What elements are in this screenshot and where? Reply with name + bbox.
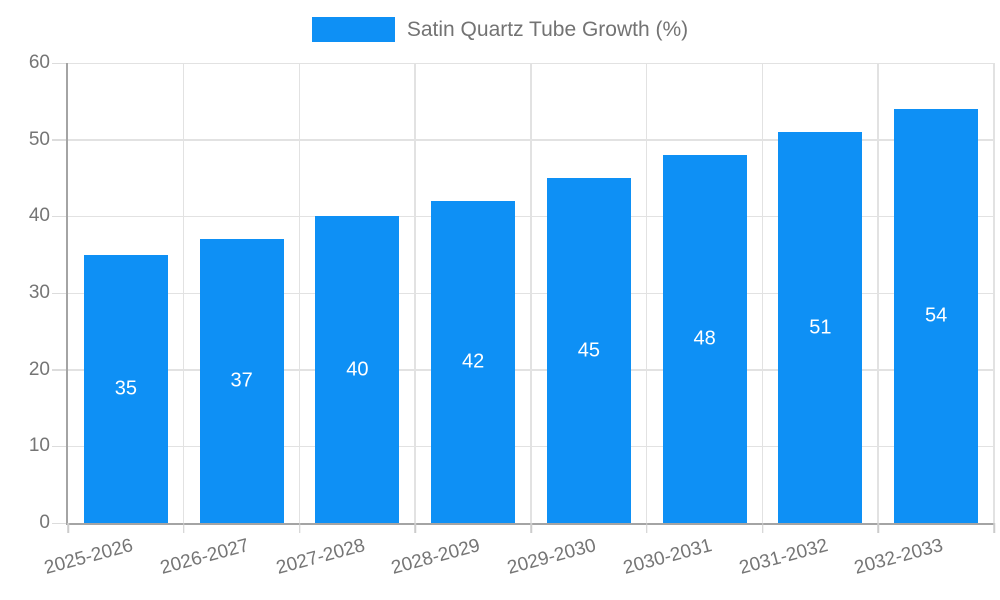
y-axis-tick (52, 369, 66, 371)
y-axis-tick (52, 292, 66, 294)
y-axis-tick (52, 522, 66, 524)
bar-value-label: 54 (925, 304, 948, 327)
y-axis-tick (52, 215, 66, 218)
y-axis-tick-label: 50 (28, 128, 50, 150)
x-axis-category-label: 2027-2028 (273, 535, 367, 579)
x-axis-category-label: 2029-2030 (505, 535, 599, 579)
x-axis-tick (414, 523, 416, 533)
bar-value-label: 37 (230, 369, 253, 392)
x-axis-tick (67, 523, 69, 533)
gridline-x-boundary (298, 63, 300, 523)
y-axis-tick-label: 10 (28, 435, 50, 457)
y-axis-tick (52, 139, 66, 141)
gridline-x-boundary (645, 63, 648, 523)
gridline-x-boundary (993, 63, 995, 523)
bar-value-label: 48 (693, 327, 716, 350)
x-axis-category-label: 2030-2031 (620, 535, 715, 579)
x-axis-tick (530, 523, 532, 533)
x-axis-tick (761, 523, 764, 533)
gridline-x-boundary (877, 63, 879, 523)
x-axis-category-label: 2031-2032 (736, 535, 830, 579)
y-axis-tick-label: 0 (39, 512, 50, 533)
bar-value-label: 51 (809, 316, 832, 338)
bar-2032-2033: 54 (894, 109, 979, 523)
bar-2027-2028: 40 (315, 216, 400, 523)
y-axis-tick-label: 20 (28, 358, 50, 380)
plot-area: 0 10 20 30 40 50 60 35 37 40 42 45 48 51 54 2025-2026 20… (29, 52, 995, 579)
y-axis-line (66, 63, 68, 523)
x-axis-category-label: 2025-2026 (42, 535, 136, 579)
x-axis-tick (646, 523, 648, 533)
bar-2031-2032: 51 (778, 132, 863, 523)
bar-2026-2027: 37 (199, 239, 284, 523)
x-axis-tick (298, 523, 301, 533)
bar-2028-2029: 42 (431, 201, 516, 523)
x-axis-tick (877, 523, 879, 533)
legend-item[interactable]: Satin Quartz Tube Growth (%) (311, 17, 689, 42)
gridline-x-boundary (761, 63, 763, 523)
x-axis-category-label: 2026-2027 (157, 535, 252, 579)
x-axis-line (66, 523, 994, 525)
y-axis-tick (52, 445, 66, 448)
legend-color-swatch (311, 17, 395, 42)
gridline-x-boundary (182, 63, 185, 523)
x-axis-tick (993, 523, 995, 533)
x-axis-category-label: 2028-2029 (389, 535, 483, 579)
bar-2029-2030: 45 (546, 178, 631, 523)
x-axis-category-label: 2032-2033 (852, 535, 946, 579)
gridline-x-boundary (414, 63, 416, 523)
y-axis-tick (52, 62, 66, 64)
legend-series-label: Satin Quartz Tube Growth (%) (406, 17, 689, 41)
gridline-x-boundary (530, 63, 532, 523)
bar-value-label: 40 (346, 358, 369, 381)
bar-value-label: 35 (114, 377, 137, 400)
bar-value-label: 42 (462, 350, 485, 373)
chart-legend: Satin Quartz Tube Growth (%) (0, 17, 1000, 42)
y-axis-tick-label: 60 (28, 52, 50, 73)
y-axis-tick-label: 40 (28, 205, 50, 227)
y-axis-tick-label: 30 (28, 282, 50, 303)
bar-2025-2026: 35 (83, 254, 168, 523)
bar-2030-2031: 48 (662, 155, 747, 523)
x-axis-tick (183, 523, 185, 533)
bar-value-label: 45 (577, 339, 600, 361)
